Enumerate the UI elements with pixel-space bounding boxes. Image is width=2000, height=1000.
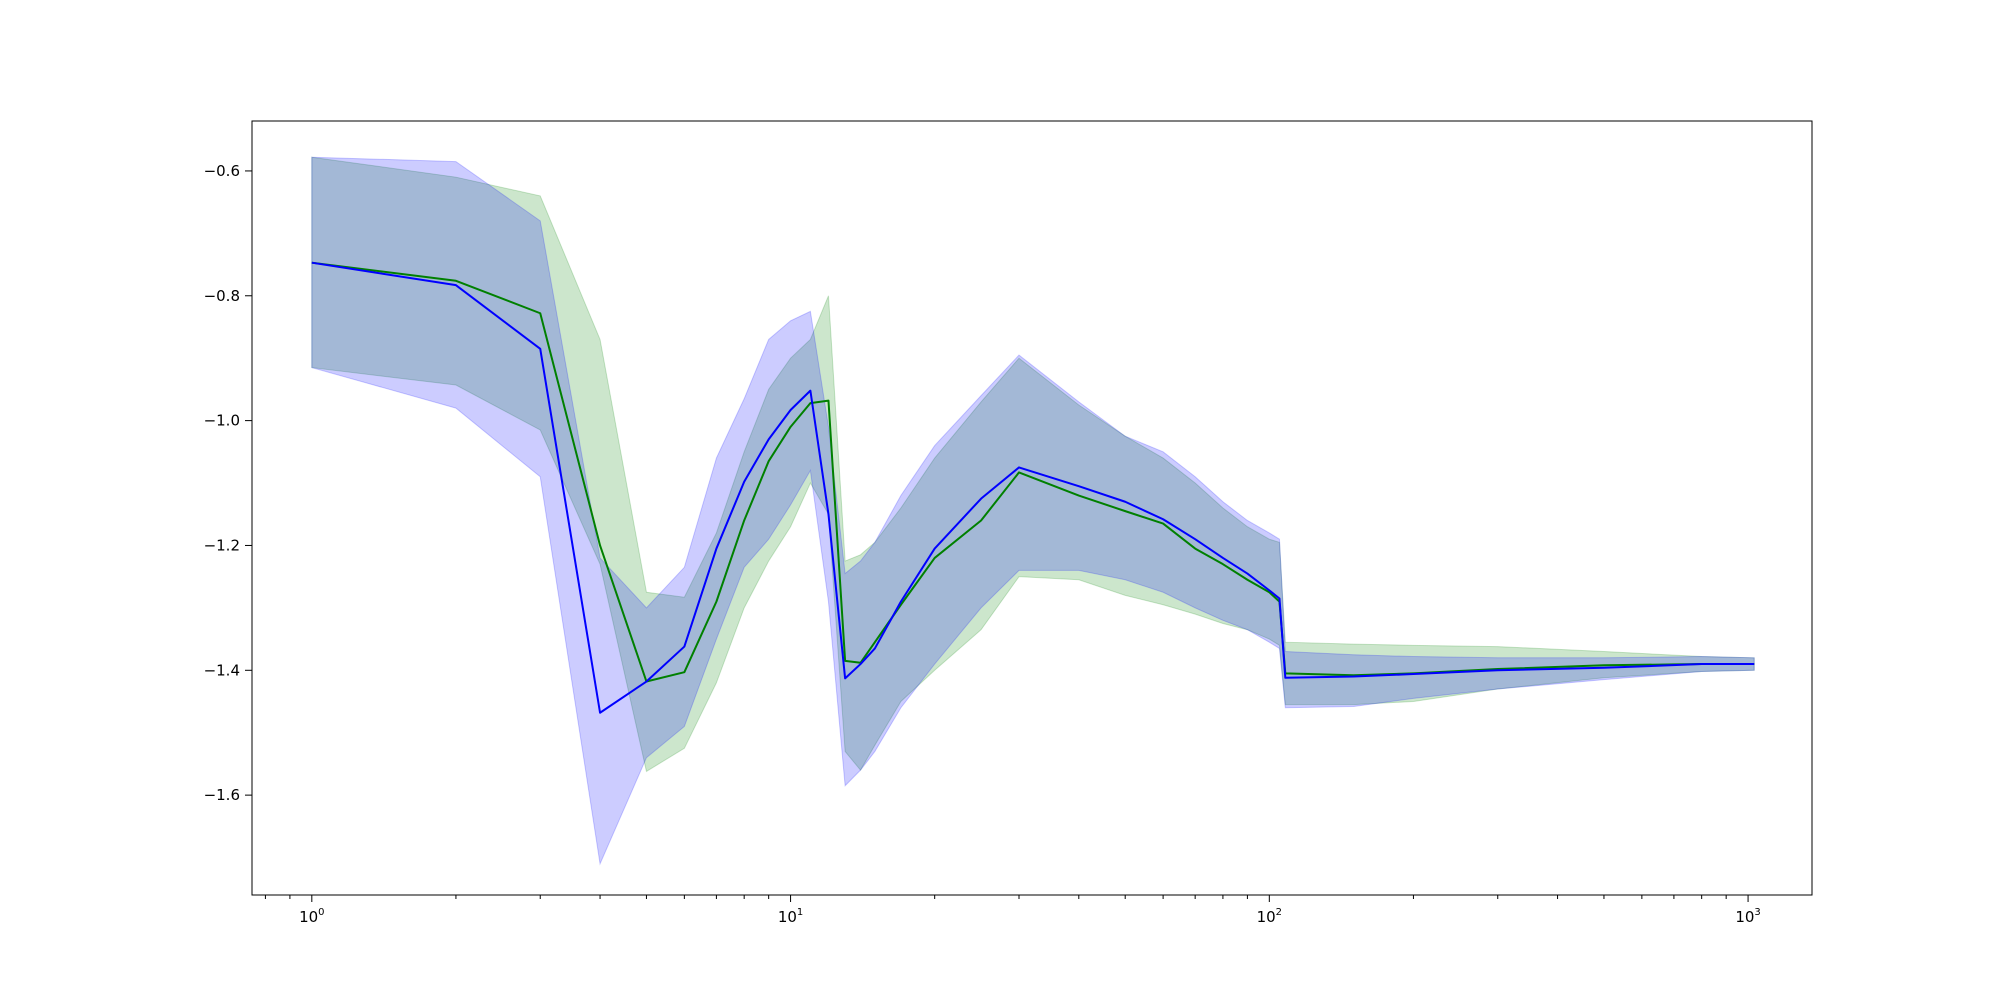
y-tick-label: −1.2 (204, 536, 240, 554)
y-tick-label: −1.0 (204, 412, 240, 430)
plot-frame (251, 120, 1813, 896)
band-series-1 (311, 156, 1755, 773)
confidence-bands (311, 156, 1755, 866)
x-tick-label: 103 (1735, 907, 1760, 926)
x-tick-label: 100 (299, 907, 324, 926)
x-axis: 100 101 102 103 (264, 895, 1761, 926)
y-axis: −1.6 −1.4 −1.2 −1.0 −0.8 −0.6 (204, 162, 252, 804)
y-tick-label: −0.8 (204, 287, 240, 305)
line-series-2 (311, 261, 1755, 714)
y-tick-label: −0.6 (204, 162, 240, 180)
x-tick-label: 101 (778, 907, 803, 926)
y-tick-label: −1.6 (204, 786, 240, 804)
x-tick-label: 102 (1257, 907, 1282, 926)
line-series-1 (311, 261, 1755, 683)
series-lines (311, 261, 1755, 714)
y-tick-label: −1.4 (204, 661, 240, 679)
